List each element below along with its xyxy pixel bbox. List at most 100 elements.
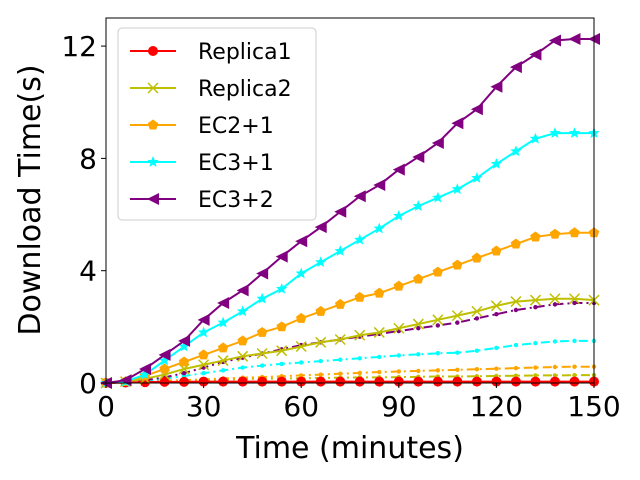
dashdot-series-point [572, 338, 577, 344]
data-point [218, 376, 229, 387]
data-point [217, 316, 229, 328]
dashdot-series-point [338, 371, 343, 376]
data-point [256, 347, 268, 360]
legend-item: EC3+2 [130, 188, 274, 213]
data-point [198, 376, 209, 387]
data-point [509, 61, 522, 74]
dashdot-series-point [552, 364, 558, 370]
legend-marker [147, 82, 159, 94]
data-point [490, 80, 503, 93]
legend-item: Replica1 [130, 40, 292, 65]
dashdot-series-point [416, 352, 421, 357]
data-point [296, 376, 307, 387]
dashdot-series-point [455, 320, 460, 325]
x-tick-label: 90 [381, 390, 417, 423]
y-axis: 0 4 8 12 [61, 30, 106, 400]
dashdot-series-point [533, 365, 538, 370]
data-point [159, 363, 170, 374]
data-point [237, 350, 249, 362]
data-point [256, 292, 268, 304]
dashdot-series-point [377, 354, 382, 360]
legend-label: EC3+1 [198, 151, 274, 176]
data-point [295, 235, 308, 248]
dashdot-series-point [357, 370, 362, 376]
data-point [276, 376, 287, 387]
data-point [256, 326, 268, 337]
dashdot-series-point [220, 368, 226, 373]
data-point [432, 376, 443, 387]
dashdot-series-point [396, 353, 401, 358]
data-point [236, 305, 249, 317]
dashdot-series-point [318, 358, 323, 364]
data-point [452, 259, 463, 270]
data-point [295, 312, 307, 323]
data-point [373, 326, 385, 338]
data-point [510, 296, 522, 308]
legend-item: EC2+1 [130, 114, 274, 139]
data-point [198, 359, 210, 371]
x-axis-title: Time (minutes) [235, 431, 464, 466]
data-point [275, 250, 288, 263]
data-point [432, 191, 444, 203]
data-point [549, 228, 561, 239]
dashdot-series-point [377, 369, 382, 375]
data-point [471, 305, 483, 317]
x-tick-label: 0 [97, 390, 115, 423]
data-point [374, 287, 385, 298]
legend-marker [147, 119, 159, 130]
dashdot-series-point [435, 323, 441, 328]
x-tick-label: 120 [470, 390, 523, 423]
data-point [217, 355, 229, 367]
data-point [569, 376, 580, 387]
data-point [354, 376, 365, 387]
dashdot-series-point [338, 357, 343, 362]
legend-marker [147, 156, 159, 167]
data-point [139, 362, 152, 375]
data-point [413, 273, 424, 284]
series-line [105, 297, 595, 384]
dashdot-series-point [552, 373, 558, 378]
plot-lines [100, 33, 600, 389]
data-point [452, 376, 463, 387]
x-tick-label: 30 [186, 390, 222, 423]
data-point [159, 376, 170, 387]
dashdot-series-point [435, 368, 441, 373]
data-point [197, 313, 210, 326]
data-point [549, 293, 561, 305]
data-point [393, 322, 405, 334]
data-point [314, 221, 327, 234]
data-point [334, 245, 346, 256]
data-point [510, 238, 522, 249]
dashdot-series-point [299, 360, 304, 365]
legend: Replica1 Replica2 EC2+1 EC3+1 EC3+2 [117, 27, 317, 221]
data-point [451, 310, 463, 322]
data-point [354, 291, 365, 302]
legend-label: EC2+1 [198, 114, 274, 139]
data-point [529, 132, 542, 144]
data-point [549, 127, 561, 138]
legend-item: Replica2 [130, 77, 292, 102]
y-tick-label: 12 [61, 30, 97, 63]
data-point [549, 376, 560, 387]
data-point [373, 222, 385, 234]
dashdot-series-line [105, 339, 594, 384]
data-point [393, 376, 404, 387]
dashdot-series-point [513, 307, 519, 313]
dashdot-series-point [299, 373, 304, 378]
data-point [490, 158, 503, 169]
data-point [568, 33, 581, 46]
data-point [471, 252, 483, 263]
data-point [451, 117, 464, 130]
data-point [179, 376, 190, 387]
dashdot-series-point [572, 300, 577, 306]
x-tick-label: 60 [283, 390, 319, 423]
dashdot-series-point [533, 373, 538, 378]
dashdot-series-point [494, 366, 499, 371]
data-point [315, 256, 327, 268]
data-point [295, 267, 307, 279]
data-point [315, 305, 326, 316]
dashdot-series-point [533, 340, 538, 346]
y-tick-label: 8 [79, 142, 97, 175]
data-point [158, 348, 171, 361]
data-point [139, 368, 151, 380]
